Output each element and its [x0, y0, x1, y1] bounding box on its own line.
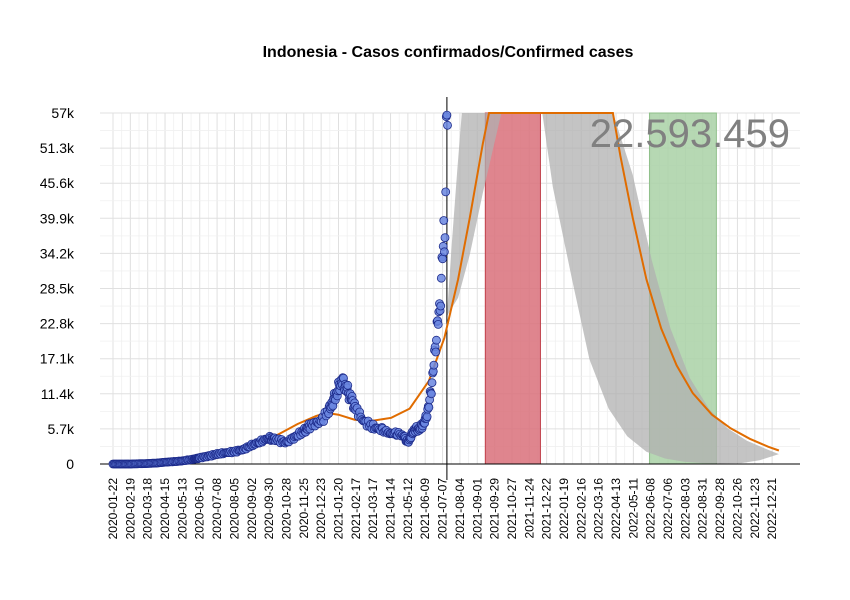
x-tick-label-6: 2020-07-08 [210, 478, 224, 540]
x-tick-label-15: 2021-03-17 [366, 478, 380, 540]
x-tick-label-12: 2020-12-23 [314, 478, 328, 540]
y-tick-label-8: 45.6k [40, 175, 75, 191]
y-tick-label-4: 22.8k [40, 316, 75, 332]
data-point-318 [424, 402, 434, 412]
x-tick-label-24: 2021-11-24 [522, 478, 536, 539]
x-tick-label-11: 2020-11-25 [297, 478, 311, 539]
x-tick-label-3: 2020-04-15 [158, 478, 172, 540]
data-point-333 [433, 319, 443, 329]
total-cases-annotation: 22.593.459 [590, 112, 790, 156]
projection-band-area [446, 113, 779, 464]
x-tick-label-7: 2020-08-05 [227, 478, 241, 540]
x-tick-label-29: 2022-04-13 [609, 478, 623, 540]
data-point-315 [422, 412, 432, 422]
data-point-337 [436, 301, 446, 311]
x-tick-label-2: 2020-03-18 [141, 478, 155, 540]
data-point-329 [431, 347, 441, 357]
data-point-224 [343, 380, 353, 390]
x-tick-label-21: 2021-09-01 [470, 478, 484, 540]
x-tick-label-0: 2020-01-22 [106, 478, 120, 540]
x-tick-label-37: 2022-11-23 [748, 478, 762, 539]
x-tick-label-19: 2021-07-07 [436, 478, 450, 540]
x-tick-label-4: 2020-05-13 [175, 478, 189, 540]
x-tick-label-16: 2021-04-14 [384, 478, 398, 540]
x-tick-label-8: 2020-09-02 [245, 478, 259, 540]
data-point-343 [439, 247, 449, 257]
x-tick-label-35: 2022-09-28 [713, 478, 727, 540]
x-tick-label-31: 2022-06-08 [644, 478, 658, 540]
chart-title: Indonesia - Casos confirmados/Confirmed … [263, 44, 634, 61]
data-point-345 [441, 187, 451, 197]
data-point-347 [442, 110, 452, 120]
data-point-323 [427, 378, 437, 388]
x-tick-label-36: 2022-10-26 [730, 478, 744, 540]
y-tick-label-2: 11.4k [41, 386, 75, 402]
x-tick-label-25: 2021-12-22 [540, 478, 554, 540]
x-tick-label-30: 2022-05-11 [626, 478, 640, 539]
x-tick-label-34: 2022-08-31 [696, 478, 710, 540]
x-tick-label-20: 2021-08-04 [453, 478, 467, 540]
y-tick-label-6: 34.2k [40, 245, 75, 261]
data-point-344 [440, 233, 450, 243]
x-tick-label-10: 2020-10-28 [280, 478, 294, 540]
x-tick-label-27: 2022-02-16 [574, 478, 588, 540]
data-point-330 [431, 335, 441, 345]
data-point-338 [436, 273, 446, 283]
x-tick-label-18: 2021-06-09 [418, 478, 432, 540]
x-tick-label-5: 2020-06-10 [193, 478, 207, 540]
y-tick-label-7: 39.9k [40, 210, 75, 226]
x-tick-label-1: 2020-02-19 [123, 478, 137, 540]
x-tick-label-22: 2021-09-29 [488, 478, 502, 540]
data-point-322 [426, 389, 436, 399]
y-tick-label-5: 28.5k [40, 281, 75, 297]
x-tick-label-26: 2022-01-19 [557, 478, 571, 540]
data-point-342 [439, 216, 449, 225]
x-tick-label-28: 2022-03-16 [592, 478, 606, 540]
y-tick-labels: 0 5.7k 11.4k 17.1k 22.8k 28.5k 34.2k 39.9k 45.6k… [40, 105, 75, 472]
shaded-region-1 [484, 112, 541, 465]
projection-band [446, 113, 779, 464]
x-tick-label-13: 2021-01-20 [332, 478, 346, 540]
data-point-326 [429, 360, 439, 370]
y-tick-label-9: 51.3k [40, 140, 75, 156]
data-point-348 [443, 120, 452, 130]
x-tick-label-17: 2021-05-12 [401, 478, 415, 540]
x-tick-label-33: 2022-08-03 [678, 478, 692, 540]
observed-points [108, 110, 452, 469]
axes [100, 97, 800, 480]
x-tick-label-38: 2022-12-21 [765, 478, 779, 540]
y-tick-label-10: 57k [51, 105, 75, 121]
y-tick-label-1: 5.7k [48, 421, 75, 437]
x-tick-labels: 2020-01-22 2020-02-19 2020-03-18 2020-04-15… [106, 478, 779, 540]
x-tick-label-14: 2021-02-17 [349, 478, 363, 540]
x-tick-label-9: 2020-09-30 [262, 478, 276, 540]
y-tick-label-0: 0 [66, 456, 74, 472]
x-tick-label-32: 2022-07-06 [661, 478, 675, 540]
x-tick-label-23: 2021-10-27 [505, 478, 519, 540]
y-tick-label-3: 17.1k [40, 351, 75, 367]
